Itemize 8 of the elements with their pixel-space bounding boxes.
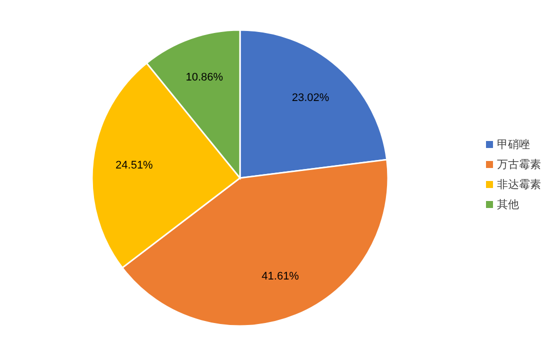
legend-label: 其他 [497, 198, 519, 211]
data-label: 24.51% [116, 159, 154, 172]
legend-label: 万古霉素 [497, 158, 541, 171]
data-label: 23.02% [292, 92, 330, 104]
legend-label: 非达霉素 [497, 178, 541, 191]
legend-label: 甲硝唑 [497, 138, 530, 151]
data-label: 10.86% [186, 71, 224, 84]
data-label: 41.61% [262, 270, 300, 283]
